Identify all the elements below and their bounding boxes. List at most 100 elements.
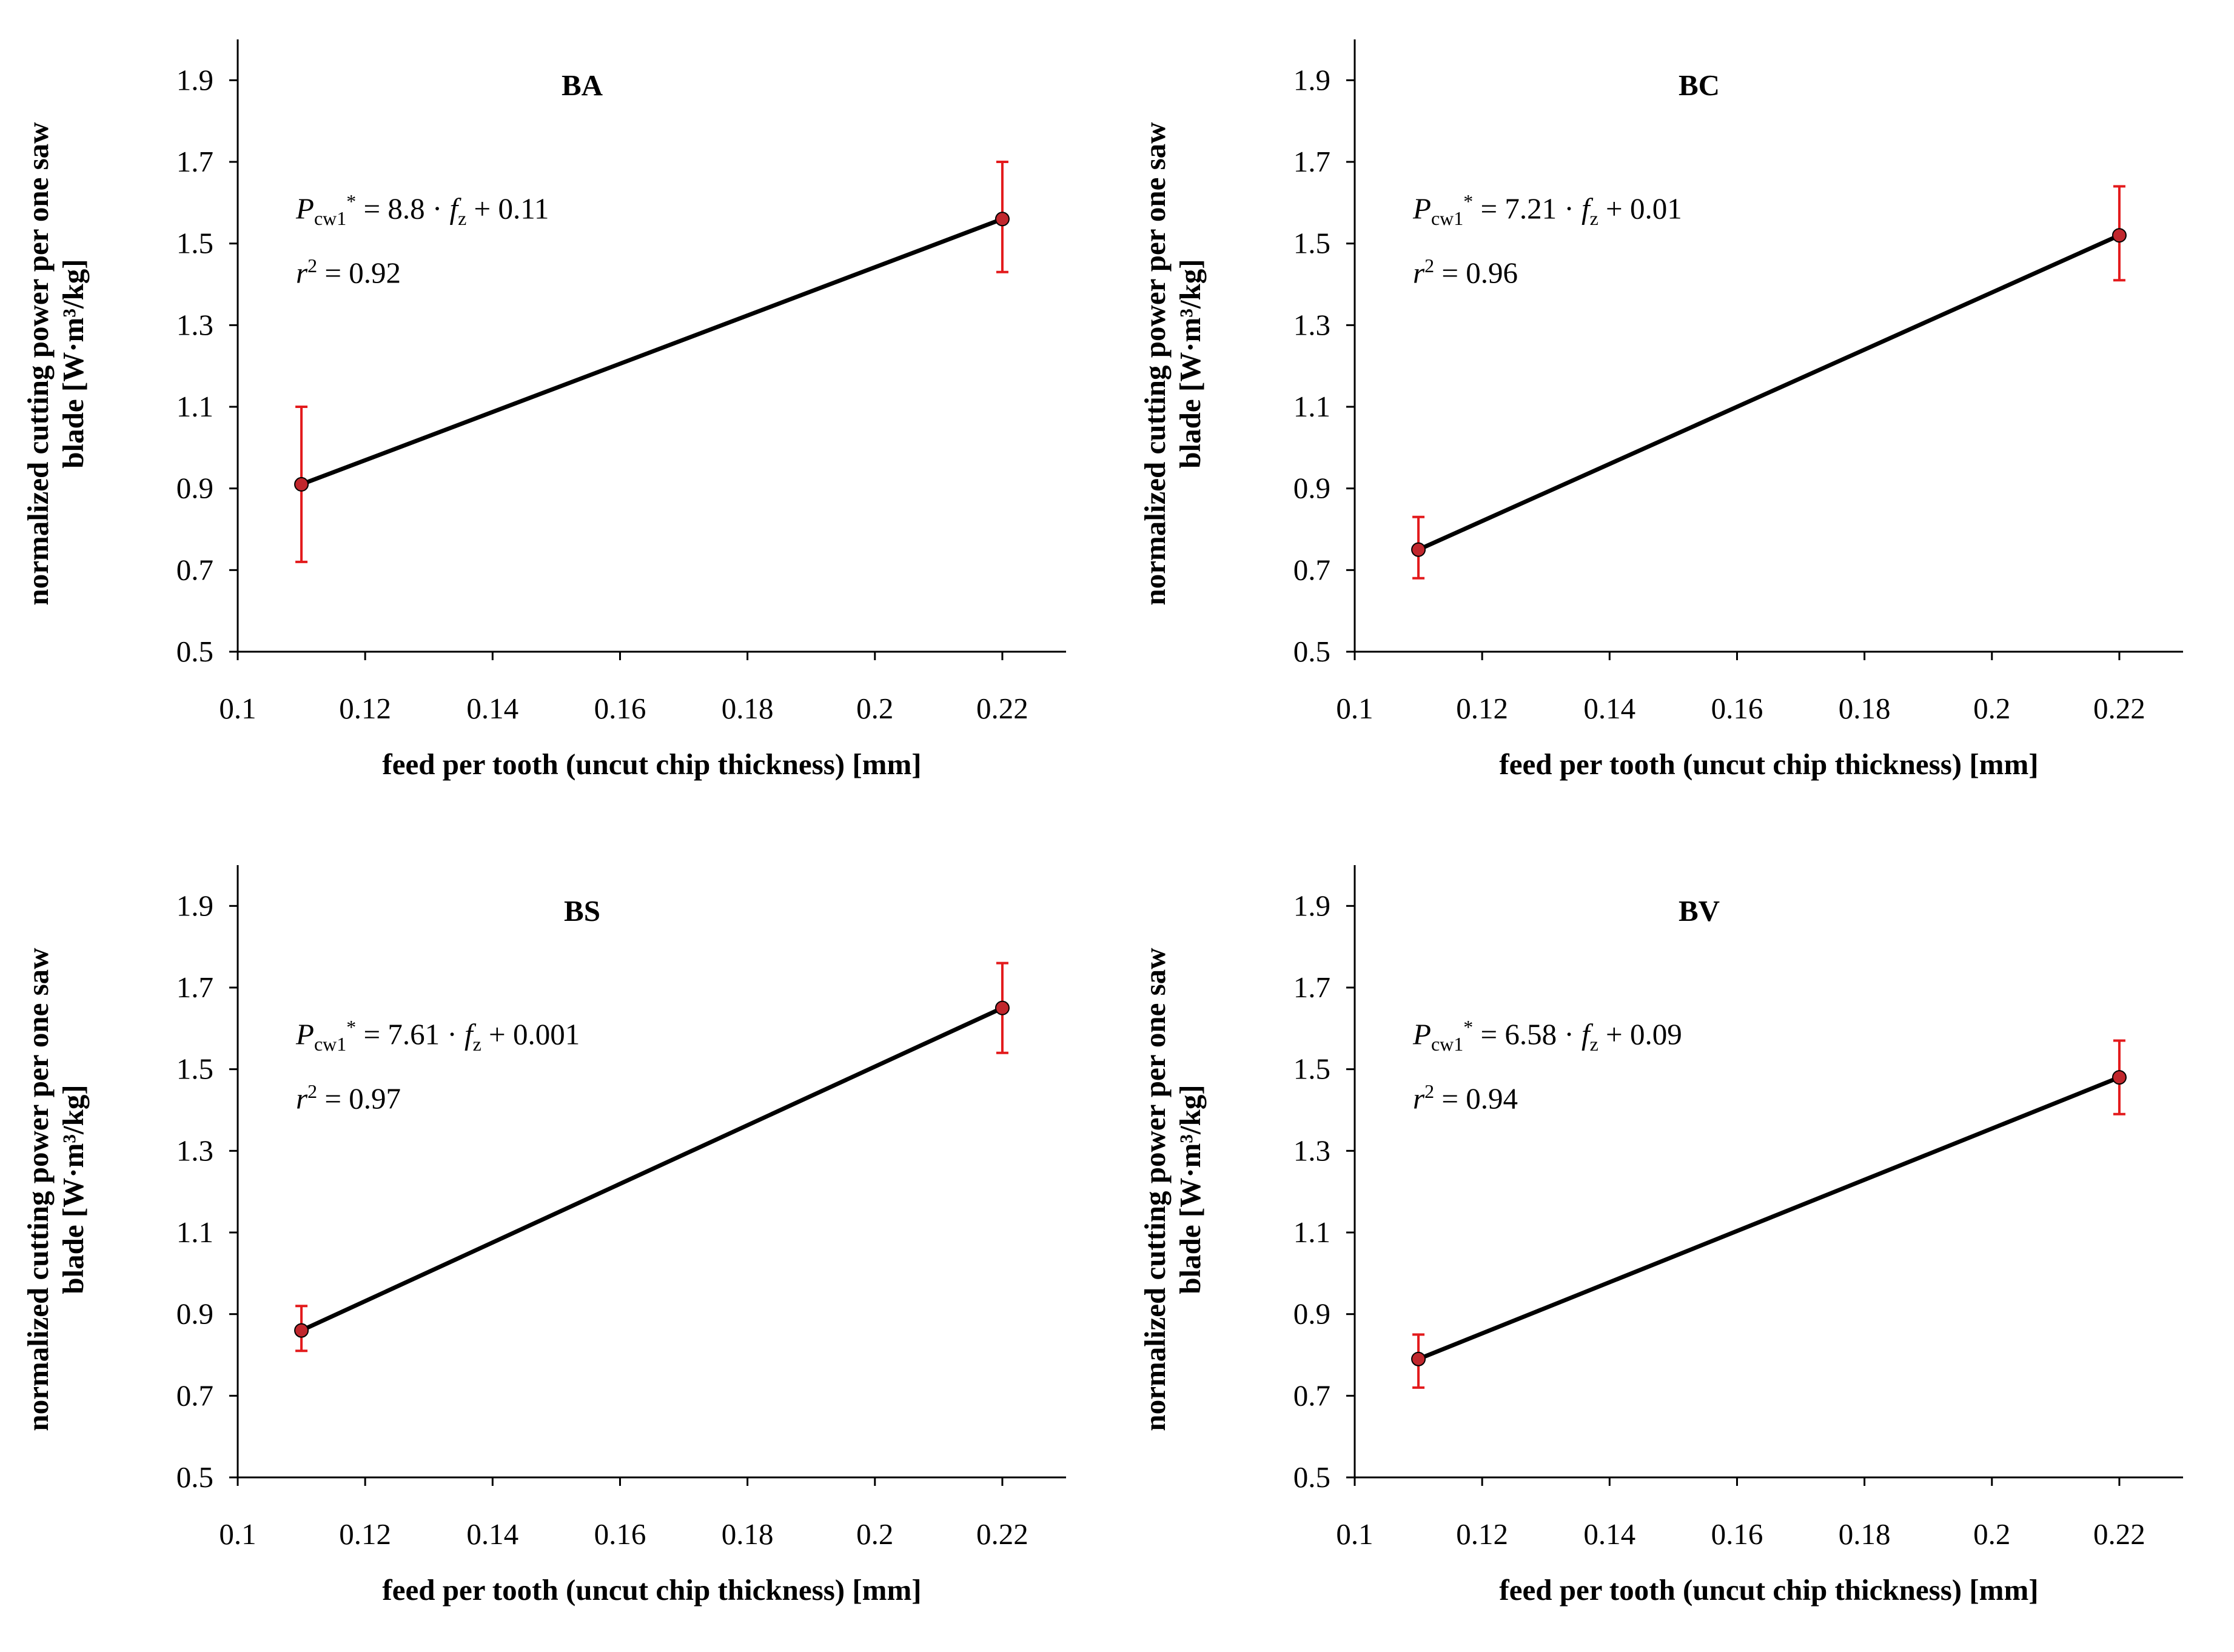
data-point xyxy=(294,477,309,492)
x-tick-label: 0.14 xyxy=(1583,1517,1635,1551)
x-tick-label: 0.1 xyxy=(219,692,256,725)
y-tick-label: 1.9 xyxy=(1293,63,1330,96)
x-tick-label: 0.12 xyxy=(1456,1517,1508,1551)
eq-constant: 0.01 xyxy=(1629,192,1682,226)
x-tick-label: 0.16 xyxy=(594,1517,646,1551)
y-tick-label: 1.7 xyxy=(176,971,213,1004)
x-axis-title: feed per tooth (uncut chip thickness) [m… xyxy=(1499,1573,2039,1607)
y-tick-label: 0.9 xyxy=(176,472,213,505)
y-tick-label: 0.9 xyxy=(1293,1297,1330,1331)
r-squared-value: 0.97 xyxy=(349,1082,401,1115)
data-point xyxy=(1411,542,1426,557)
regression-equation: Pcw1* = 7.21 · fz + 0.01 r2 = 0.96 xyxy=(1413,190,1682,290)
r-squared-value: 0.94 xyxy=(1466,1082,1518,1115)
y-axis-title: normalized cutting power per one saw bla… xyxy=(1138,886,1207,1493)
y-tick-label: 0.9 xyxy=(176,1297,213,1331)
x-tick-label: 0.18 xyxy=(722,692,774,725)
x-tick-label: 0.16 xyxy=(1711,1517,1763,1551)
series-line xyxy=(300,216,1004,487)
y-axis-title-line2: blade [W·m³/kg] xyxy=(56,259,90,469)
x-tick-label: 0.1 xyxy=(219,1517,256,1551)
x-tick-label: 0.22 xyxy=(976,1517,1028,1551)
x-tick-label: 0.1 xyxy=(1336,692,1373,725)
y-tick-label: 0.5 xyxy=(1293,1460,1330,1494)
y-tick-label: 1.1 xyxy=(176,390,213,423)
chart-panel-bc: 0.5 0.7 0.9 1.1 1.3 1.5 1.7 1.9 0.1 0.12 0.14 0.16 0… xyxy=(1117,0,2234,826)
y-tick-label: 0.7 xyxy=(176,1379,213,1412)
x-axis-title: feed per tooth (uncut chip thickness) [m… xyxy=(382,1573,922,1607)
data-point xyxy=(1411,1351,1426,1366)
y-tick-label: 1.7 xyxy=(176,145,213,178)
y-tick-label: 1.1 xyxy=(1293,390,1330,423)
chart-title: BS xyxy=(564,894,600,928)
y-tick-label: 1.7 xyxy=(1293,145,1330,178)
y-tick-label: 1.9 xyxy=(176,889,213,922)
y-tick-label: 1.5 xyxy=(176,1052,213,1086)
eq-coefficient: 6.58 xyxy=(1504,1017,1557,1051)
y-tick-label: 1.5 xyxy=(1293,227,1330,260)
y-tick-label: 1.5 xyxy=(176,227,213,260)
chart-plot-ba: 0.5 0.7 0.9 1.1 1.3 1.5 1.7 1.9 0.1 0.12 0.14 0.16 0… xyxy=(176,39,1066,725)
chart-plot-bc: 0.5 0.7 0.9 1.1 1.3 1.5 1.7 1.9 0.1 0.12 0.14 0.16 0… xyxy=(1293,39,2183,725)
y-tick-label: 1.5 xyxy=(1293,1052,1330,1086)
data-point xyxy=(995,1000,1010,1015)
chart-title: BV xyxy=(1678,894,1720,928)
chart-plot-bs: 0.5 0.7 0.9 1.1 1.3 1.5 1.7 1.9 0.1 0.12 0.14 0.16 0… xyxy=(176,865,1066,1551)
series-line xyxy=(300,1006,1004,1333)
x-axis-title: feed per tooth (uncut chip thickness) [m… xyxy=(1499,747,2039,781)
y-axis-title-line2: blade [W·m³/kg] xyxy=(1173,259,1207,469)
x-tick-label: 0.2 xyxy=(1973,1517,2010,1551)
y-axis-title-line2: blade [W·m³/kg] xyxy=(1173,1085,1207,1294)
x-tick-label: 0.16 xyxy=(594,692,646,725)
y-tick-label: 0.5 xyxy=(176,1460,213,1494)
y-tick-label: 1.9 xyxy=(176,63,213,96)
y-tick-label: 1.3 xyxy=(176,308,213,341)
series-line xyxy=(1417,1075,2121,1361)
regression-equation: Pcw1* = 7.61 · fz + 0.001 r2 = 0.97 xyxy=(296,1016,580,1115)
regression-equation: Pcw1* = 8.8 · fz + 0.11 r2 = 0.92 xyxy=(296,190,549,290)
x-tick-label: 0.22 xyxy=(976,692,1028,725)
data-point xyxy=(2112,228,2127,243)
y-tick-label: 1.3 xyxy=(1293,308,1330,341)
x-tick-label: 0.22 xyxy=(2093,1517,2145,1551)
y-axis-title-line1: normalized cutting power per one saw xyxy=(21,948,55,1431)
chart-panel-ba: 0.5 0.7 0.9 1.1 1.3 1.5 1.7 1.9 0.1 0.12 0.14 0.16 0… xyxy=(0,0,1117,826)
x-tick-label: 0.2 xyxy=(856,1517,893,1551)
x-tick-label: 0.12 xyxy=(339,692,391,725)
x-tick-label: 0.12 xyxy=(1456,692,1508,725)
regression-equation: Pcw1* = 6.58 · fz + 0.09 r2 = 0.94 xyxy=(1413,1016,1682,1115)
eq-coefficient: 8.8 xyxy=(387,192,425,226)
y-axis-title-line1: normalized cutting power per one saw xyxy=(21,122,55,606)
y-tick-label: 1.7 xyxy=(1293,971,1330,1004)
x-tick-label: 0.18 xyxy=(1839,1517,1891,1551)
x-tick-label: 0.1 xyxy=(1336,1517,1373,1551)
chart-panel-bs: 0.5 0.7 0.9 1.1 1.3 1.5 1.7 1.9 0.1 0.12 0.14 0.16 0… xyxy=(0,826,1117,1651)
y-tick-label: 0.7 xyxy=(1293,553,1330,586)
y-tick-label: 1.9 xyxy=(1293,889,1330,922)
data-point xyxy=(995,212,1010,227)
y-axis-title-line1: normalized cutting power per one saw xyxy=(1138,948,1172,1431)
y-tick-label: 1.3 xyxy=(1293,1134,1330,1167)
x-tick-label: 0.22 xyxy=(2093,692,2145,725)
data-point xyxy=(294,1323,309,1338)
eq-constant: 0.001 xyxy=(512,1017,580,1051)
y-axis-title-line2: blade [W·m³/kg] xyxy=(56,1085,90,1294)
y-axis-title-line1: normalized cutting power per one saw xyxy=(1138,122,1172,606)
x-tick-label: 0.14 xyxy=(466,692,518,725)
eq-coefficient: 7.61 xyxy=(387,1017,440,1051)
y-tick-label: 1.3 xyxy=(176,1134,213,1167)
x-tick-label: 0.12 xyxy=(339,1517,391,1551)
x-tick-label: 0.18 xyxy=(1839,692,1891,725)
x-tick-label: 0.14 xyxy=(466,1517,518,1551)
y-axis-title: normalized cutting power per one saw bla… xyxy=(21,61,90,667)
eq-coefficient: 7.21 xyxy=(1504,192,1557,226)
y-tick-label: 1.1 xyxy=(1293,1216,1330,1249)
chart-panel-bv: 0.5 0.7 0.9 1.1 1.3 1.5 1.7 1.9 0.1 0.12 0.14 0.16 0… xyxy=(1117,826,2234,1651)
r-squared-value: 0.96 xyxy=(1466,256,1518,290)
chart-title: BC xyxy=(1678,69,1720,102)
data-point xyxy=(2112,1070,2127,1085)
y-tick-label: 0.7 xyxy=(1293,1379,1330,1412)
r-squared-value: 0.92 xyxy=(349,256,401,290)
y-axis-title: normalized cutting power per one saw bla… xyxy=(1138,61,1207,667)
y-tick-label: 1.1 xyxy=(176,1216,213,1249)
